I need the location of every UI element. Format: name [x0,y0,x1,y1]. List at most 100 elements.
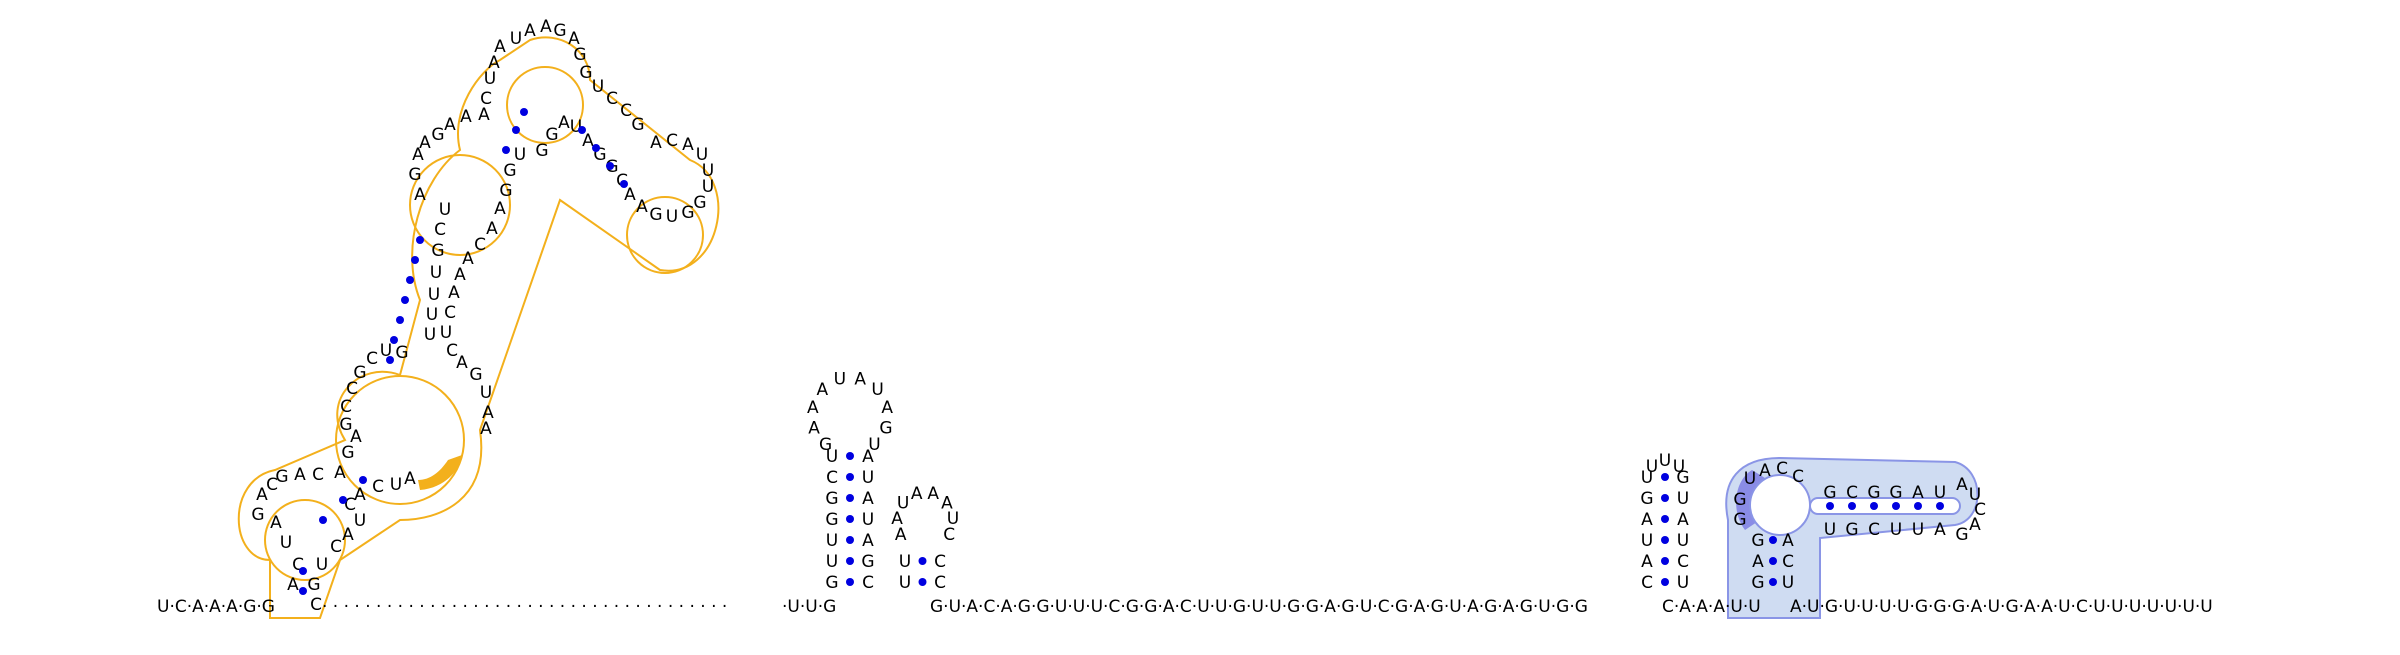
nucleotide: A [1759,461,1771,481]
nucleotide: A [256,485,268,505]
nucleotide: C [620,101,632,121]
blue-highlighted-domain [1725,456,1979,619]
base-pair-dot [606,162,614,170]
base-pair-dot [846,557,854,565]
nucleotide: A [582,131,594,151]
nucleotide: G [825,510,838,530]
base-pair-dot [1936,502,1944,510]
nucleotide: A [1752,552,1764,572]
nucleotide: G [1889,483,1902,503]
nucleotide: A [456,353,468,373]
nucleotide: G [879,418,892,438]
nucleotide: U [666,207,678,227]
nucleotide: A [911,484,923,504]
nucleotide: C [330,537,342,557]
nucleotide: A [891,509,903,529]
base-pair-dot [1661,578,1669,586]
base-pair-dot [578,126,586,134]
nucleotide: A [636,197,648,217]
nucleotide: A [414,185,426,205]
base-pair-dot [1661,473,1669,481]
base-pair-dot [359,476,367,484]
nucleotide: C [934,552,946,572]
base-pair-dot [520,108,528,116]
nucleotide: U [1744,469,1756,489]
nucleotide: C [344,495,356,515]
nucleotide: C [1868,520,1880,540]
base-pair-dot [411,256,419,264]
base-pair-dot [1661,536,1669,544]
nucleotide: C [666,131,678,151]
nucleotide: A [350,427,362,447]
nucleotide: C [1641,573,1653,593]
base-pair-dot [846,578,854,586]
nucleotide: A [682,135,694,155]
nucleotide: U [424,325,436,345]
nucleotide: C [826,468,838,488]
nucleotide: U [1673,457,1685,477]
nucleotide: U [592,77,604,97]
nucleotide: U [702,177,714,197]
nucleotide: A [462,249,474,269]
base-pair-dot [1826,502,1834,510]
nucleotide: A [494,199,506,219]
backbone-segment-2: ·U·U·G [782,597,836,617]
nucleotide: A [624,185,636,205]
nucleotide: A [1641,510,1653,530]
nucleotide: C [372,477,384,497]
nucleotide: U [899,552,911,572]
nucleotide: G [1733,490,1746,510]
nucleotide: C [606,89,618,109]
nucleotide: G [1751,573,1764,593]
nucleotide: A [1956,475,1968,495]
nucleotide: U [1934,483,1946,503]
nucleotide: C [474,235,486,255]
base-pair-dot [1661,557,1669,565]
nucleotide: A [460,107,472,127]
base-pair-dot [1661,515,1669,523]
base-pair-dot [1914,502,1922,510]
backbone-segment-4: C·A·A·A·U·U [1662,597,1761,617]
nucleotide: U [316,555,328,575]
nucleotide: U [1677,489,1689,509]
base-pair-dot [1870,502,1878,510]
nucleotide: G [825,489,838,509]
nucleotide: C [1782,552,1794,572]
nucleotide: G [251,505,264,525]
nucleotide: A [927,484,939,504]
nucleotide: A [486,219,498,239]
nucleotide: A [862,531,874,551]
nucleotide: A [1934,520,1946,540]
nucleotide: G [693,193,706,213]
base-pair-dot [1769,536,1777,544]
base-pair-dot [846,536,854,544]
nucleotide: C [312,465,324,485]
nucleotide: A [540,17,552,37]
nucleotide: U [1641,468,1653,488]
nucleotide: A [817,380,829,400]
nucleotide: A [881,398,893,418]
nucleotide: G [545,125,558,145]
base-pair-dot [1848,502,1856,510]
nucleotide: A [412,145,424,165]
nucleotide: C [1677,552,1689,572]
nucleotide: C [292,555,304,575]
base-pair-dot [846,473,854,481]
nucleotide: A [524,21,536,41]
nucleotide: G [579,63,592,83]
nucleotide: U [897,494,909,514]
nucleotide: A [1782,531,1794,551]
base-pair-dot [1769,578,1777,586]
nucleotide: G [353,363,366,383]
nucleotide: G [341,443,354,463]
orange-highlighted-domain [237,36,720,619]
base-pair-dot [1661,494,1669,502]
nucleotide: A [558,113,570,133]
backbone-segment-5: A·U·G·U·U·U·U·G·G·G·A·U·G·A·A·U·C·U·U·U·… [1790,597,2213,617]
base-pair-dot [846,515,854,523]
nucleotide: A [895,525,907,545]
nucleotide: A [1969,515,1981,535]
nucleotide: A [854,369,866,389]
nucleotide: G [825,573,838,593]
nucleotide: A [480,419,492,439]
